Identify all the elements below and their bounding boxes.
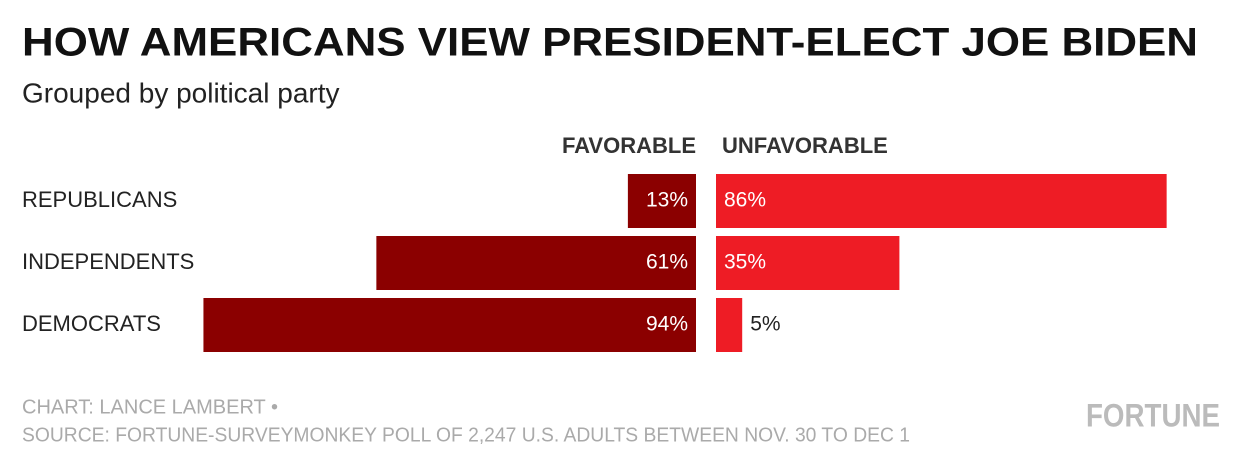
value-label: 94% — [646, 313, 688, 336]
category-label: INDEPENDENTS — [22, 249, 194, 274]
value-label: 35% — [724, 251, 766, 274]
bar — [627, 174, 696, 228]
credit: CHART: LANCE LAMBERT • — [22, 396, 278, 418]
value-label: 13% — [646, 189, 688, 212]
chart-title: HOW AMERICANS VIEW PRESIDENT-ELECT JOE B… — [22, 21, 1198, 65]
category-label: REPUBLICANS — [22, 187, 177, 212]
bar — [376, 236, 696, 290]
chart-subtitle: Grouped by political party — [22, 77, 340, 108]
bar — [203, 298, 696, 352]
column-header: UNFAVORABLE — [722, 133, 888, 158]
source: SOURCE: FORTUNE-SURVEYMONKEY POLL OF 2,2… — [22, 424, 910, 446]
value-label: 86% — [724, 189, 766, 212]
category-label: DEMOCRATS — [22, 311, 161, 336]
bar — [716, 298, 743, 352]
value-label: 5% — [750, 313, 780, 336]
brand-logo: FORTUNE — [1086, 397, 1220, 433]
column-header: FAVORABLE — [562, 133, 696, 158]
bar — [716, 236, 900, 290]
bar — [716, 174, 1167, 228]
value-label: 61% — [646, 251, 688, 274]
